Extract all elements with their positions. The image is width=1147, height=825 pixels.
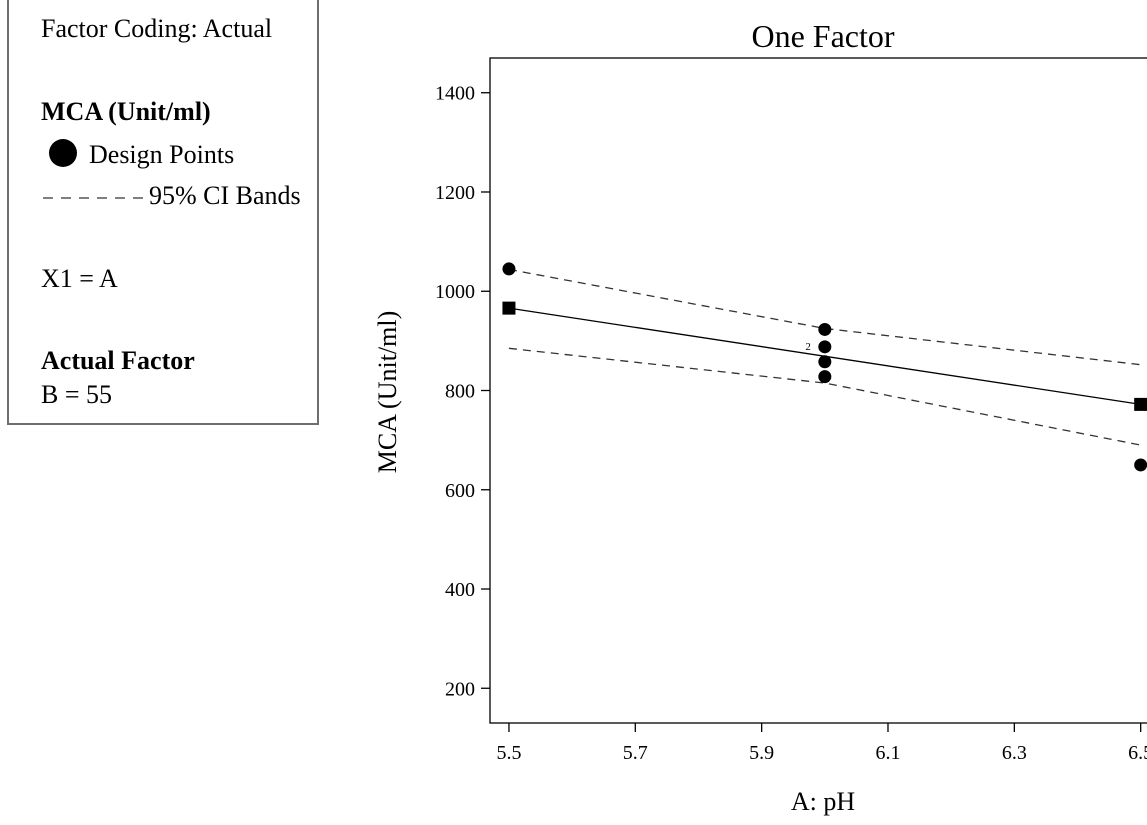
y-axis: 200 400 600 800 1000 1200 1400 — [435, 83, 490, 700]
actual-factor-heading: Actual Factor — [41, 346, 195, 375]
legend-design-points-label: Design Points — [89, 140, 235, 169]
x-tick-label: 6.5 — [1128, 742, 1147, 764]
x-tick-label: 5.5 — [496, 742, 521, 764]
x-axis: 5.5 5.7 5.9 6.1 6.3 6.5 — [496, 723, 1147, 764]
design-point — [818, 340, 832, 354]
fit-endpoint-square-marker — [1134, 397, 1147, 411]
x-tick-label: 6.1 — [875, 742, 900, 764]
lower-ci-band — [508, 347, 1141, 446]
legend-box: Factor Coding: Actual MCA (Unit/ml) Desi… — [7, 0, 319, 425]
legend-ci-bands-label: 95% CI Bands — [149, 181, 301, 210]
y-axis-title: MCA (Unit/ml) — [373, 311, 402, 474]
design-point — [502, 262, 516, 276]
design-point — [818, 370, 832, 384]
upper-ci-band — [508, 268, 1141, 366]
x-tick-label: 5.7 — [623, 742, 648, 764]
actual-factor-value: B = 55 — [41, 380, 113, 409]
x1-assignment-label: X1 = A — [41, 264, 118, 293]
chart-title: One Factor — [751, 18, 894, 54]
y-tick-label: 1400 — [435, 83, 475, 105]
x-tick-label: 5.9 — [749, 742, 774, 764]
design-point — [818, 355, 832, 369]
legend-response-title: MCA (Unit/ml) — [41, 97, 211, 126]
legend-ci-bands-entry: 95% CI Bands — [43, 181, 301, 211]
factor-coding-label: Factor Coding: Actual — [41, 14, 273, 43]
design-point-count-label: 2 — [805, 341, 811, 353]
y-tick-label: 400 — [445, 579, 475, 601]
fit-endpoint-square-marker — [502, 301, 516, 315]
x-axis-title: A: pH — [791, 787, 856, 816]
design-point-marker-icon — [49, 139, 77, 167]
y-tick-label: 800 — [445, 381, 475, 403]
y-tick-label: 1000 — [435, 281, 475, 303]
design-point — [1134, 458, 1147, 472]
y-tick-label: 1200 — [435, 182, 475, 204]
y-tick-label: 200 — [445, 678, 475, 700]
plot-layer: 2 — [502, 262, 1147, 472]
legend-design-points-entry: Design Points — [49, 139, 234, 170]
y-tick-label: 600 — [445, 480, 475, 502]
design-point — [818, 322, 832, 336]
x-tick-label: 6.3 — [1002, 742, 1027, 764]
